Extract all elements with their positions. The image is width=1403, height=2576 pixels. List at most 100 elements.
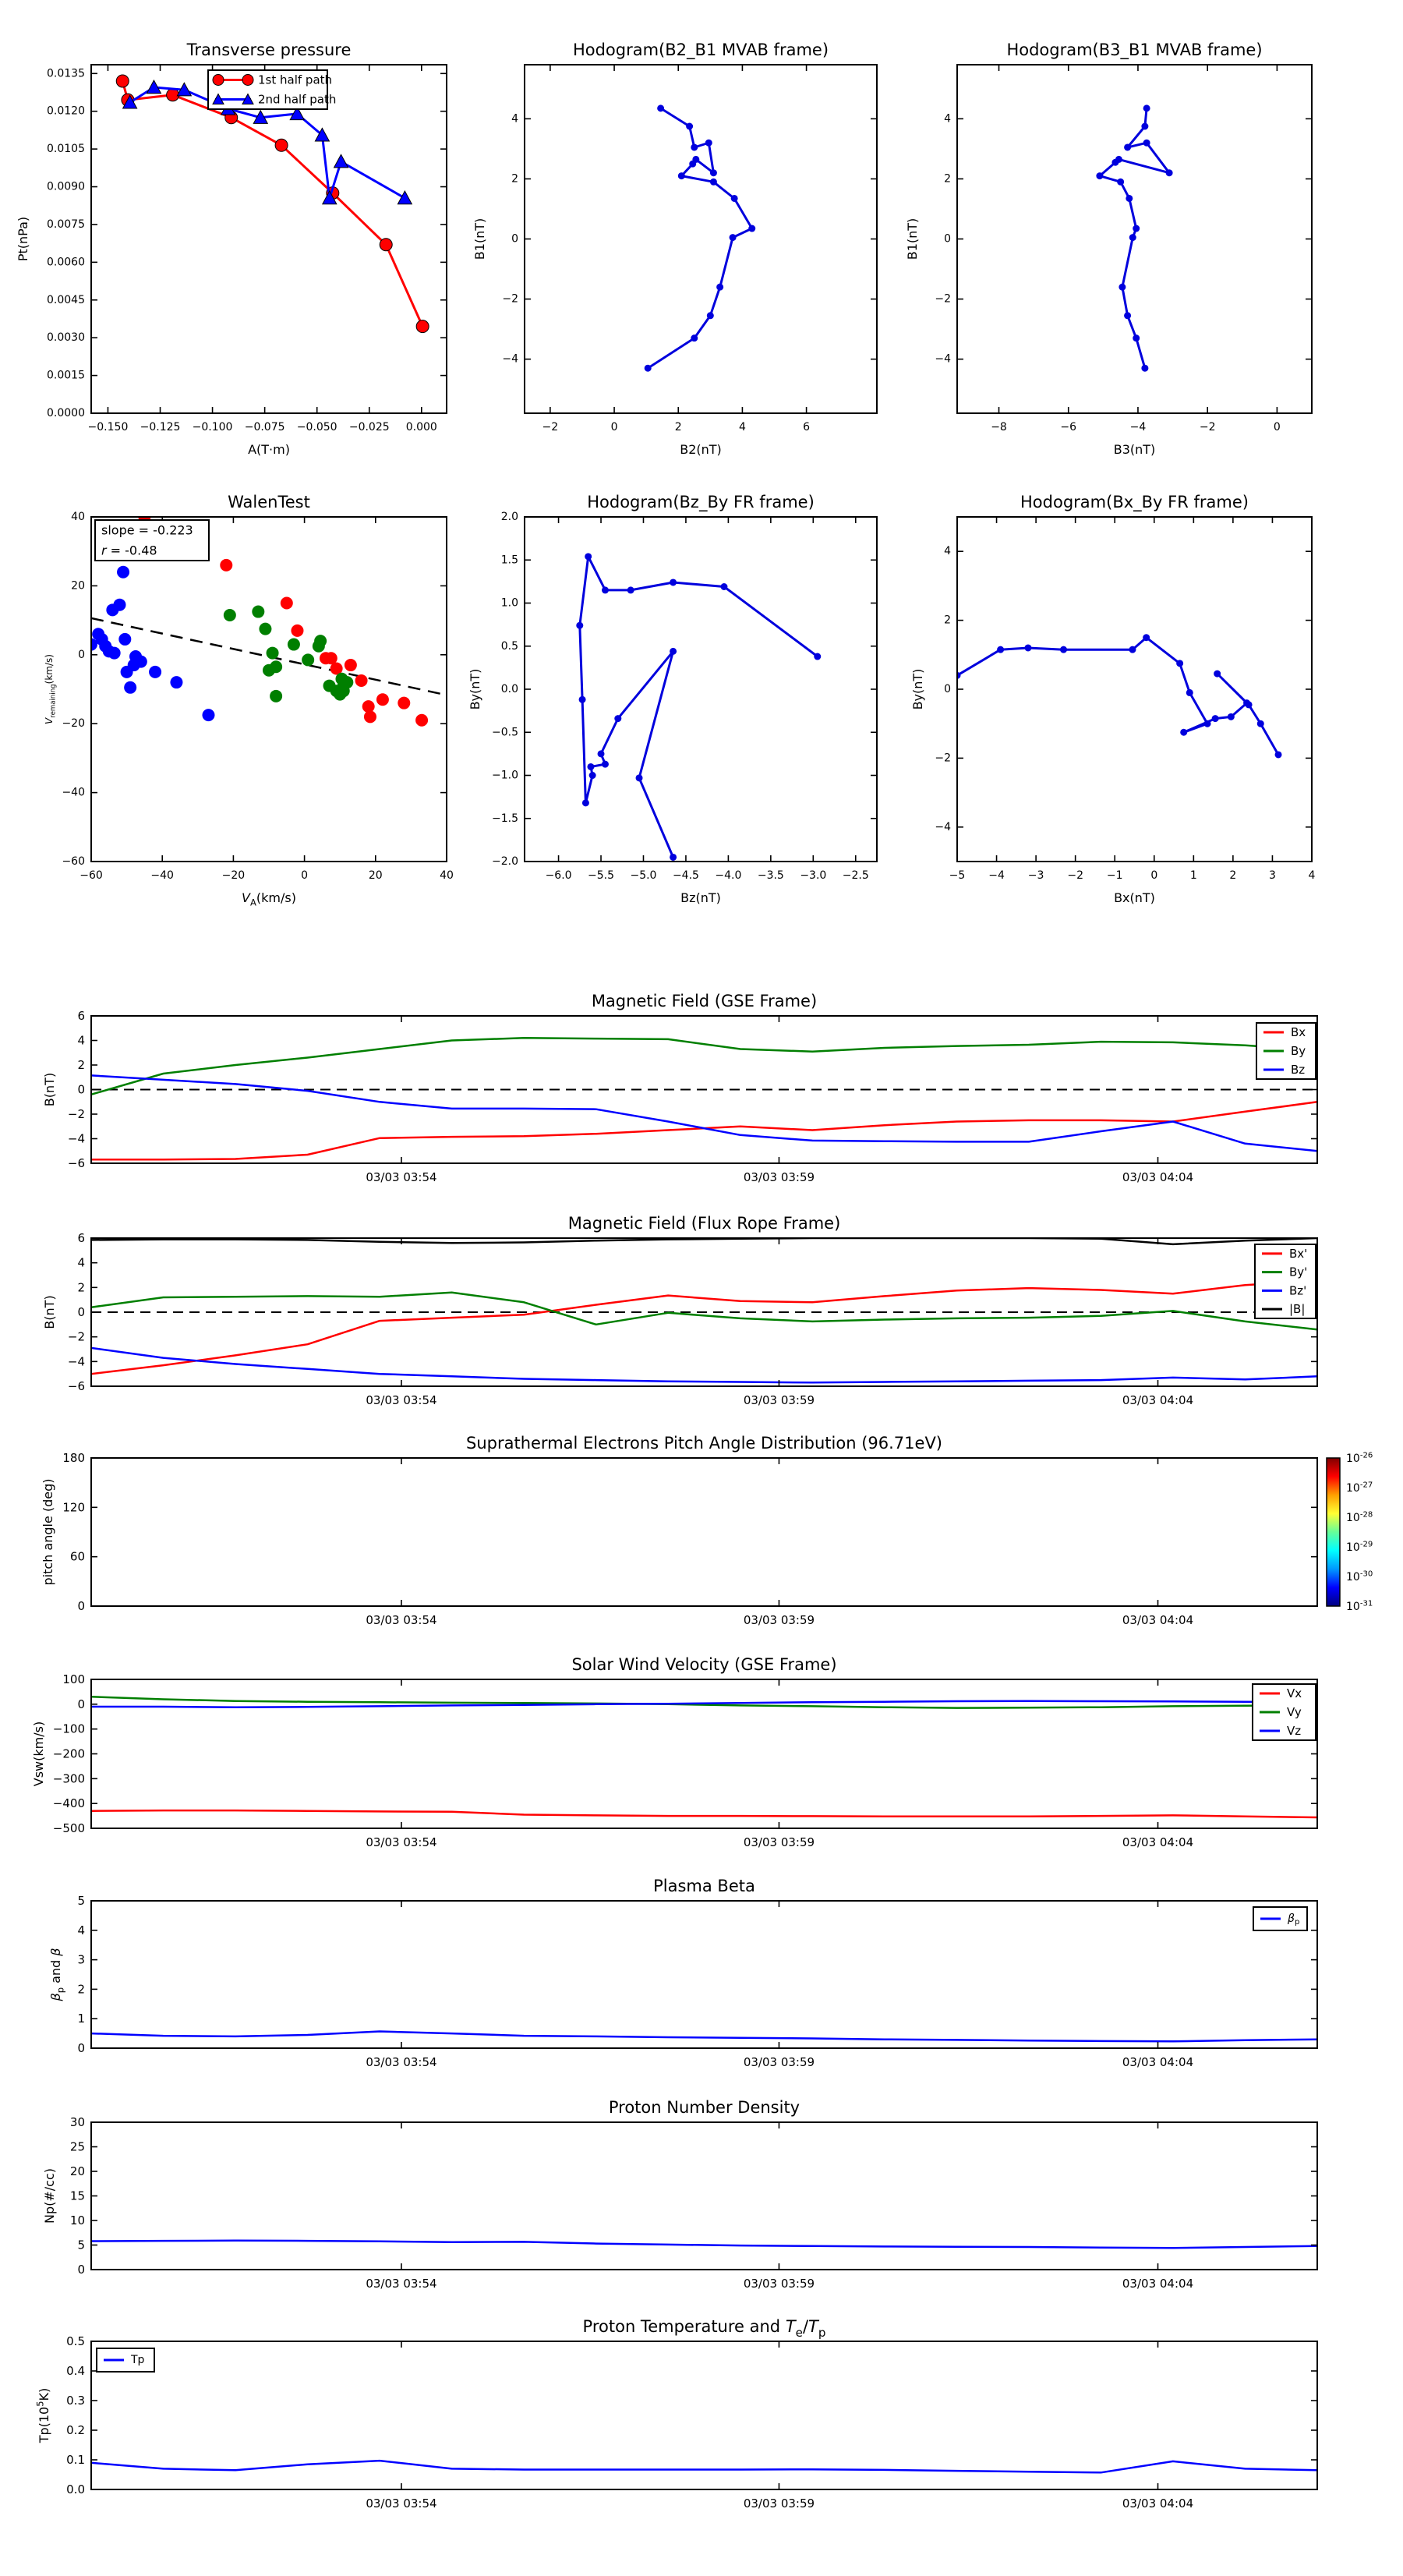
series-Bz [91,1074,1317,1152]
panel-title: Hodogram(Bz_By FR frame) [587,493,815,512]
y-tick-label: −500 [53,1821,85,1835]
y-tick-label: 0.1 [66,2453,85,2467]
svg-text:Bx: Bx [1291,1025,1306,1039]
panel-title: WalenTest [228,493,310,511]
series-B2_B1 path [647,107,754,370]
x-tick-label: −5 [949,869,966,882]
x-tick-label: 0 [611,421,618,433]
series-Bx' [91,1279,1317,1375]
panel-magnetic-field-flux-rope: 03/03 03:54 03/03 03:59 03/03 04:04 −6 −4 −2 0… [42,1214,1318,1407]
panel-magnetic-field-gse: 03/03 03:54 03/03 03:59 03/03 04:04 −6 −4 −2 0… [42,992,1318,1184]
y-tick-label: −2.0 [492,855,518,868]
x-tick-label: 03/03 04:04 [1122,1835,1193,1849]
svg-text:10-29: 10-29 [1346,1540,1373,1554]
series-Vz [91,1700,1317,1708]
panel-proton-number-density: 03/03 03:54 03/03 03:59 03/03 04:04 0 5 10 15 2… [42,2098,1318,2291]
y-tick-label: 6 [77,1231,85,1245]
series-Bx [91,1101,1317,1161]
svg-text:|B|: |B| [1289,1302,1305,1316]
y-tick-label: 0.0060 [47,256,85,268]
y-tick-label: 4 [944,112,951,125]
series-2nd half path [129,86,406,200]
y-tick-label: 0.0 [66,2482,85,2496]
legend: βp [1253,1906,1308,1931]
series-group [1096,104,1173,372]
series-B3_B1 path [1098,108,1171,369]
x-tick-label: −20 [222,869,246,882]
y-tick-label: −4 [502,353,518,366]
x-tick-label: 2 [1229,869,1236,882]
y-tick-label: 6 [77,1009,85,1023]
y-tick-label: 0.5 [66,2334,85,2348]
x-tick-label: −0.025 [349,421,390,433]
panel-proton-temperature: 03/03 03:54 03/03 03:59 03/03 04:04 0.0 0.1 0… [35,2317,1318,2511]
y-tick-label: −2 [68,1107,85,1121]
series-By [91,1037,1317,1096]
y-tick-label: 0.0000 [47,407,85,419]
axes-frame [524,64,878,414]
markers-Bx_By path [957,634,1282,759]
y-tick-label: 2 [77,1280,85,1294]
y-tick-label: 0.4 [66,2364,85,2378]
x-tick-label: 0.000 [406,421,437,433]
markers-1st half path [115,74,429,334]
y-tick-label: −400 [53,1796,85,1810]
series-group [644,104,756,372]
y-tick-label: 40 [71,511,85,523]
y-tick-label: −60 [62,855,85,868]
x-tick-label: −2.5 [843,869,869,882]
panel-title: Plasma Beta [653,1877,755,1895]
x-tick-label: 03/03 03:54 [366,2055,436,2069]
markers-2nd half path [122,79,413,205]
panel-title: Proton Temperature and Te/Tp [583,2317,826,2340]
x-tick-label: 03/03 03:59 [744,2496,815,2511]
x-tick-label: 03/03 03:59 [744,2055,815,2069]
svg-text:Vx: Vx [1287,1686,1302,1700]
y-axis-label: B1(nT) [472,218,487,260]
series-Bx_By path [957,636,1280,755]
legend: Bx' By' Bz' |B| [1254,1244,1316,1319]
panel-hodogram-b2-b1: −2 0 2 4 6 −4 −2 0 2 4 Hodogram(B2_B1 MVAB frame) B… [472,41,878,457]
y-tick-label: 60 [70,1550,85,1564]
y-tick-label: 0 [944,683,951,695]
x-tick-label: 03/03 04:04 [1122,2496,1193,2511]
x-tick-label: −4 [988,869,1005,882]
x-axis-label: VA(km/s) [242,890,296,908]
panel-title: Proton Number Density [609,2098,800,2117]
y-tick-label: 0 [77,1305,85,1319]
colorbar: 10-26 10-27 10-28 10-29 10-30 10-31 [1326,1451,1373,1613]
svg-text:10-28: 10-28 [1346,1510,1373,1524]
y-tick-label: 0.5 [501,640,518,653]
x-tick-label: 0 [301,869,308,882]
x-tick-label: −2 [1200,421,1216,433]
y-tick-label: −2 [68,1330,85,1344]
y-tick-label: −4 [68,1354,85,1368]
x-tick-label: 03/03 03:54 [366,2496,436,2511]
y-tick-label: −0.5 [492,726,518,738]
panel-title: Hodogram(Bx_By FR frame) [1020,493,1249,512]
x-tick-label: 20 [369,869,383,882]
x-tick-label: 03/03 04:04 [1122,1393,1193,1407]
x-tick-label: 03/03 04:04 [1122,2055,1193,2069]
x-tick-label: 03/03 03:59 [744,1393,815,1407]
axes-frame [90,1900,1318,2049]
markers-B3_B1 path [1096,104,1173,372]
panel-title: Magnetic Field (GSE Frame) [592,992,817,1010]
x-tick-label: −5.5 [588,869,614,882]
x-tick-label: −40 [150,869,174,882]
legend: Vx Vy Vz [1252,1683,1316,1741]
svg-text:By: By [1291,1044,1306,1058]
markers-Bz_By path [576,553,822,861]
y-tick-label: 0.0120 [47,105,85,118]
svg-text:Vy: Vy [1287,1705,1302,1719]
series-|B| [91,1238,1317,1246]
x-tick-label: −0.050 [297,421,337,433]
axes-frame [90,64,447,414]
x-tick-label: −3.0 [800,869,826,882]
series-Vy [91,1696,1317,1709]
y-tick-label: 4 [77,1256,85,1270]
y-tick-label: 4 [944,545,951,557]
x-tick-label: 40 [440,869,454,882]
y-tick-label: 0.0 [501,683,518,695]
x-tick-label: 03/03 03:54 [366,1835,436,1849]
